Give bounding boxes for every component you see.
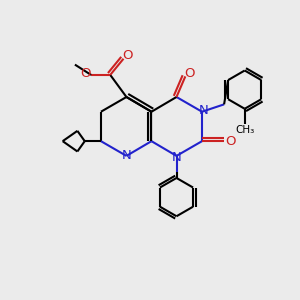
Text: O: O — [184, 67, 195, 80]
Text: O: O — [123, 49, 133, 62]
Text: CH₃: CH₃ — [235, 125, 254, 135]
Text: O: O — [225, 135, 236, 148]
Text: N: N — [172, 151, 182, 164]
Text: O: O — [80, 67, 91, 80]
Text: N: N — [122, 149, 131, 162]
Text: N: N — [199, 104, 208, 117]
